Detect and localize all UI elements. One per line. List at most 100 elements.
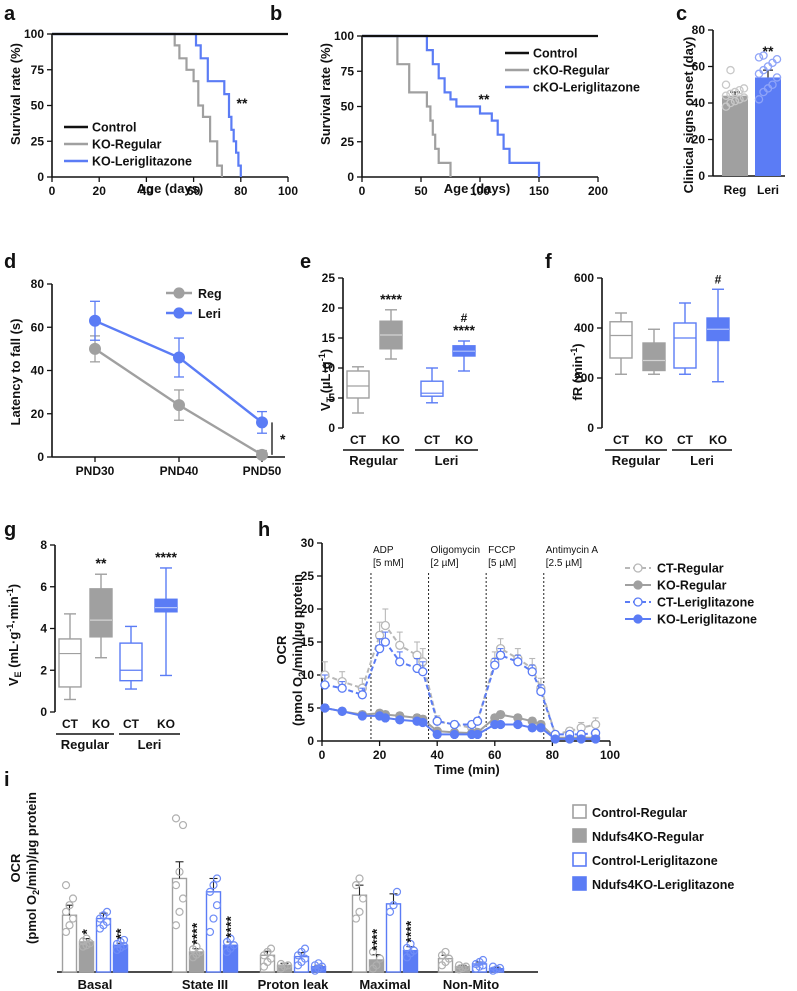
i-datapoint (209, 881, 218, 890)
b-y-tick-label: 50 (341, 100, 355, 114)
f-box (642, 342, 666, 372)
h-x-tick-label: 40 (431, 748, 445, 762)
e-x-tick-label: CT (350, 433, 367, 447)
chart-b-survival: 0 25 50 75 100 0 50 100 150 200 Control cKO-Regular… (334, 29, 640, 198)
i-datapoint (68, 914, 78, 923)
d-x-tick-label: PND30 (76, 464, 115, 478)
i-ylabel-line1: OCR (8, 853, 23, 883)
f-box (609, 321, 633, 359)
i-datapoint (266, 944, 276, 953)
f-x-tick-label: KO (709, 433, 727, 447)
h-ylabel-line1: OCR (274, 635, 289, 665)
b-y-tick-label: 25 (341, 135, 355, 149)
d-legend-marker (173, 307, 185, 319)
h-datapoint (550, 734, 560, 744)
i-datapoint (61, 881, 71, 890)
d-legend-label: Reg (198, 287, 222, 301)
g-box (58, 638, 82, 688)
e-y-tick-label: 10 (322, 361, 336, 375)
h-y-tick-label: 10 (301, 668, 315, 682)
i-datapoint (372, 961, 381, 970)
e-x-tick-label: KO (382, 433, 400, 447)
b-x-tick-label: 50 (414, 184, 428, 198)
d-y-tick-label: 40 (31, 364, 45, 378)
b-xlabel: Age (days) (444, 181, 510, 196)
b-ylabel: Survival rate (%) (318, 43, 333, 145)
i-datapoint (171, 881, 181, 890)
g-box (119, 642, 143, 682)
h-datapoint (527, 667, 537, 677)
e-y-tick-label: 5 (328, 391, 335, 405)
g-y-tick-label: 2 (40, 663, 47, 677)
c-y-tick-label: 80 (692, 23, 706, 37)
h-x-tick-label: 60 (488, 748, 502, 762)
c-x-tick-label: Reg (724, 183, 747, 197)
h-legend-label: CT-Leriglitazone (657, 596, 754, 610)
e-group-label: Regular (349, 453, 397, 468)
i-datapoint (171, 921, 181, 930)
b-series-cko-regular (362, 34, 452, 177)
i-datapoint (178, 820, 188, 830)
e-significance: **** (380, 291, 402, 307)
i-datapoint (454, 965, 464, 974)
h-x-tick-label: 20 (373, 748, 387, 762)
i-datapoint (229, 941, 239, 950)
f-x-tick-label: CT (613, 433, 630, 447)
a-x-tick-label: 20 (93, 184, 107, 198)
h-datapoint (418, 717, 428, 728)
i-significance: **** (369, 928, 385, 950)
h-datapoint (380, 713, 391, 723)
h-datapoint (449, 719, 460, 730)
i-significance: **** (403, 920, 419, 942)
c-bar-reg (722, 95, 748, 176)
c-datapoint (726, 89, 735, 99)
e-y-tick-label: 0 (328, 421, 335, 435)
i-bar (61, 914, 78, 973)
h-datapoint (380, 620, 391, 631)
h-injection-conc: [2.5 µM] (546, 558, 583, 569)
c-datapoint (735, 85, 744, 95)
b-significance: ** (479, 91, 490, 107)
b-legend-label: Control (533, 47, 577, 61)
e-y-tick-label: 15 (322, 331, 336, 345)
i-datapoint (212, 901, 222, 910)
g-box (154, 598, 178, 613)
c-datapoint (754, 95, 764, 104)
a-ylabel: Survival rate (%) (8, 43, 23, 145)
h-datapoint (495, 650, 506, 660)
h-injection-label: FCCP (488, 545, 516, 556)
i-datapoint (65, 921, 74, 930)
i-datapoint (358, 894, 368, 903)
c-datapoint (759, 51, 768, 60)
i-datapoint (102, 917, 112, 927)
i-datapoint (175, 907, 184, 916)
d-x-tick-label: PND40 (160, 464, 199, 478)
panel-label-g: g (4, 519, 16, 541)
panel-label-f: f (545, 251, 552, 273)
c-datapoint (739, 93, 749, 102)
chart-g-ve: 0 2 4 6 8 CT KO ** CT KO **** Regular Leri (40, 538, 180, 752)
e-significance: **** (453, 322, 475, 338)
a-legend-label: Control (92, 121, 136, 135)
f-group-label: Regular (612, 453, 660, 468)
h-xlabel: Time (min) (434, 762, 500, 777)
h-legend-marker (633, 597, 643, 607)
chart-a-survival: 0 25 50 75 100 0 20 40 60 80 100 Control KO-Regular K… (24, 27, 298, 198)
c-datapoint (754, 53, 764, 62)
g-group-label: Leri (138, 737, 162, 752)
b-y-tick-label: 75 (341, 64, 355, 78)
g-x-tick-label: KO (157, 717, 175, 731)
panel-label-h: h (258, 519, 270, 541)
h-datapoint (395, 640, 405, 650)
a-y-tick-label: 75 (31, 63, 45, 77)
b-y-tick-label: 0 (347, 170, 354, 184)
i-datapoint (82, 934, 91, 943)
i-datapoint (351, 914, 361, 923)
i-datapoint (68, 894, 78, 903)
panel-label-b: b (270, 3, 282, 25)
h-y-tick-label: 15 (301, 635, 315, 649)
h-datapoint (490, 660, 500, 670)
f-group-label: Leri (690, 453, 714, 468)
h-datapoint (320, 680, 330, 690)
b-x-tick-label: 200 (588, 184, 608, 198)
